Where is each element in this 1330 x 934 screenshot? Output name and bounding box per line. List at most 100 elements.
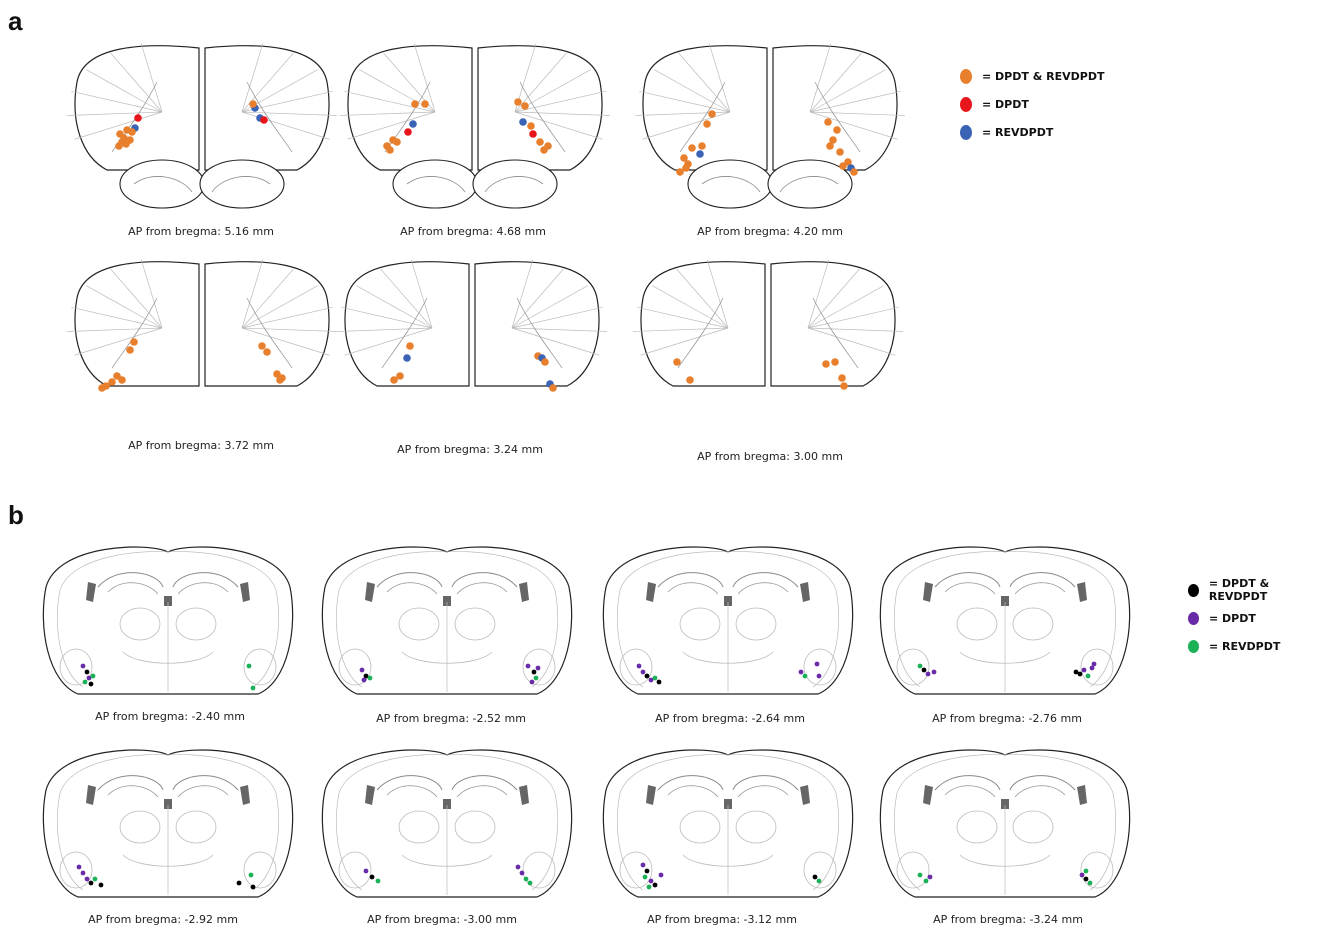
placement-marker — [386, 146, 394, 154]
brain-outline — [42, 749, 294, 898]
hippocampus — [944, 785, 1066, 798]
amygdala-left — [619, 851, 653, 889]
cortical-boundary — [344, 327, 433, 356]
placement-marker — [688, 144, 696, 152]
thalamus — [956, 607, 998, 641]
third-ventricle — [1001, 799, 1009, 809]
placement-marker — [246, 663, 252, 669]
placement-marker — [130, 338, 138, 346]
section-a-6 — [633, 259, 903, 390]
placement-marker — [1091, 661, 1097, 667]
placement-marker — [652, 882, 658, 888]
placement-marker — [514, 98, 522, 106]
ventricle — [240, 582, 250, 602]
ventricle — [519, 785, 529, 805]
hippocampus — [667, 785, 789, 798]
placement-marker — [115, 142, 123, 150]
legend-item: = REVDPDT — [960, 118, 1104, 146]
placement-marker — [658, 872, 664, 878]
placement-marker — [86, 675, 92, 681]
thalamus — [1012, 810, 1054, 844]
cortical-boundary — [347, 111, 436, 140]
cortical-boundary — [511, 327, 600, 356]
placement-marker — [361, 677, 367, 683]
placement-marker — [250, 884, 256, 890]
cortex-inner — [617, 551, 839, 688]
amygdala-right — [243, 851, 277, 889]
cortical-boundary — [511, 327, 607, 332]
placement-marker — [644, 868, 650, 874]
placement-marker — [80, 870, 86, 876]
brain-outline — [602, 749, 854, 898]
section-a-4 — [67, 259, 337, 392]
placement-marker — [263, 348, 271, 356]
legend-item: = DPDT — [960, 90, 1104, 118]
placement-marker — [648, 677, 654, 683]
ventricle — [923, 785, 933, 805]
region-border — [679, 81, 726, 153]
hippocampus — [657, 572, 799, 588]
cortical-boundary — [241, 327, 330, 356]
placement-marker — [250, 685, 256, 691]
thalamus — [679, 810, 721, 844]
section-caption: AP from bregma: 3.72 mm — [128, 439, 274, 452]
placement-marker — [84, 669, 90, 675]
placement-marker — [521, 102, 529, 110]
cortical-boundary — [637, 306, 729, 329]
cortical-boundary — [140, 259, 163, 329]
placement-marker — [126, 346, 134, 354]
amygdala-left — [59, 648, 93, 686]
section-caption: AP from bregma: -3.12 mm — [647, 913, 797, 926]
third-ventricle — [164, 799, 172, 809]
placement-marker — [646, 884, 652, 890]
legend-item: = DPDT & REVDPDT — [960, 62, 1104, 90]
placement-marker — [541, 358, 549, 366]
placement-marker — [839, 162, 847, 170]
hemisphere-right — [770, 261, 896, 387]
cortical-boundary — [241, 268, 294, 329]
brain-outline — [42, 546, 294, 695]
legend-swatch-revdpdt — [1188, 639, 1199, 653]
placement-marker — [917, 872, 923, 878]
section-caption: AP from bregma: -2.40 mm — [95, 710, 245, 723]
placement-marker — [642, 874, 648, 880]
placement-marker — [549, 384, 557, 392]
placement-marker — [836, 148, 844, 156]
cortical-boundary — [807, 259, 830, 329]
brain-outline — [321, 749, 573, 898]
thalamus — [735, 607, 777, 641]
cortical-boundary — [410, 259, 433, 329]
cortical-boundary — [413, 43, 436, 113]
placement-marker — [76, 864, 82, 870]
olfactory-layer — [701, 176, 761, 193]
third-ventricle — [1001, 596, 1009, 606]
cortex-inner — [894, 551, 1116, 688]
placement-marker — [90, 673, 96, 679]
cortical-boundary — [341, 306, 433, 329]
placement-marker — [703, 120, 711, 128]
section-caption: AP from bregma: 3.00 mm — [697, 450, 843, 463]
section-b-2 — [321, 546, 573, 695]
hemisphere-right — [204, 45, 330, 171]
cortical-boundary — [511, 268, 564, 329]
placement-marker — [1073, 669, 1079, 675]
placement-marker — [393, 138, 401, 146]
placement-marker — [640, 669, 646, 675]
thalamus — [735, 810, 777, 844]
placement-marker — [88, 681, 94, 687]
hippocampus — [97, 572, 239, 588]
hemisphere-right — [772, 45, 898, 171]
ventricle — [800, 785, 810, 805]
placement-marker — [527, 880, 533, 886]
region-border — [519, 81, 566, 153]
hippocampus — [386, 785, 508, 798]
placement-marker — [1083, 868, 1089, 874]
ventricle — [365, 582, 375, 602]
amygdala-left — [896, 851, 930, 889]
placement-marker — [831, 358, 839, 366]
cortex-inner — [894, 754, 1116, 891]
placement-marker — [82, 679, 88, 685]
thalamus — [454, 810, 496, 844]
third-ventricle — [443, 799, 451, 809]
section-b-7 — [602, 749, 854, 898]
